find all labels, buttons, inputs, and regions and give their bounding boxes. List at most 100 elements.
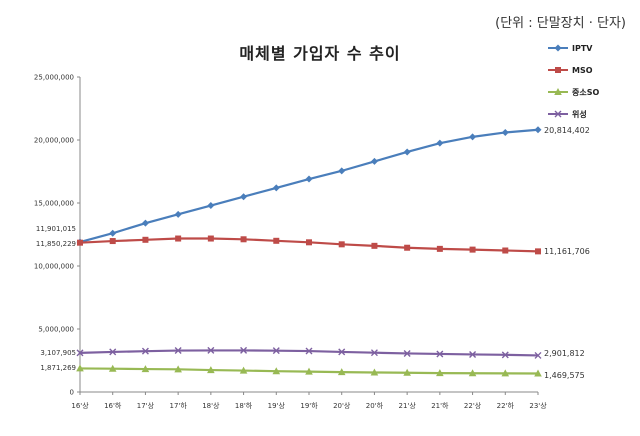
data-point bbox=[239, 366, 248, 374]
legend-marker bbox=[554, 44, 562, 52]
data-point bbox=[403, 349, 411, 357]
x-tick-label: 21'상 bbox=[399, 401, 417, 410]
legend-label: 중소SO bbox=[572, 88, 599, 97]
data-point bbox=[207, 202, 215, 210]
data-point bbox=[469, 350, 477, 358]
data-point bbox=[371, 242, 378, 249]
data-point bbox=[272, 347, 280, 355]
data-point bbox=[535, 248, 541, 255]
end-value-label: 2,901,812 bbox=[544, 349, 585, 358]
data-point bbox=[404, 244, 411, 251]
data-point bbox=[534, 369, 542, 377]
data-point bbox=[502, 247, 509, 254]
y-tick-label: 10,000,000 bbox=[34, 263, 74, 271]
data-point bbox=[338, 241, 345, 248]
data-point bbox=[174, 210, 182, 218]
x-tick-label: 18'하 bbox=[235, 401, 253, 410]
start-value-label: 3,107,905 bbox=[40, 349, 76, 357]
data-point bbox=[207, 346, 215, 354]
start-value-label: 11,850,229 bbox=[36, 240, 76, 248]
x-tick-label: 22'상 bbox=[464, 401, 482, 410]
data-point bbox=[240, 346, 248, 354]
data-point bbox=[240, 193, 248, 201]
data-point bbox=[370, 349, 378, 357]
x-tick-label: 17'상 bbox=[137, 401, 155, 410]
data-point bbox=[370, 157, 378, 165]
y-tick-label: 5,000,000 bbox=[38, 326, 74, 334]
data-point bbox=[403, 368, 411, 376]
data-point bbox=[76, 364, 84, 372]
data-point bbox=[207, 235, 214, 242]
data-point bbox=[273, 237, 280, 244]
x-tick-label: 22'하 bbox=[497, 401, 515, 410]
x-tick-label: 20'상 bbox=[333, 401, 351, 410]
data-point bbox=[534, 126, 542, 134]
data-point bbox=[469, 133, 477, 141]
y-tick-label: 0 bbox=[70, 389, 74, 397]
legend-label: IPTV bbox=[572, 44, 593, 53]
data-point bbox=[436, 139, 444, 147]
data-point bbox=[305, 367, 313, 375]
data-point bbox=[338, 167, 346, 175]
start-value-label: 11,901,015 bbox=[36, 225, 76, 233]
data-point bbox=[109, 229, 117, 237]
legend-marker bbox=[554, 110, 562, 118]
data-point bbox=[501, 128, 509, 136]
data-point bbox=[337, 368, 346, 376]
data-point bbox=[469, 246, 476, 253]
data-point bbox=[174, 365, 182, 373]
data-point bbox=[370, 368, 379, 376]
data-point bbox=[141, 347, 149, 355]
data-point bbox=[240, 236, 247, 243]
x-tick-label: 19'상 bbox=[268, 401, 286, 410]
y-tick-label: 20,000,000 bbox=[34, 137, 74, 145]
data-point bbox=[109, 348, 117, 356]
data-point bbox=[436, 369, 444, 377]
data-point bbox=[142, 236, 149, 243]
data-point bbox=[207, 366, 215, 374]
x-tick-label: 18'상 bbox=[202, 401, 220, 410]
data-point bbox=[76, 349, 84, 357]
data-point bbox=[175, 235, 182, 242]
data-point bbox=[306, 239, 312, 246]
data-point bbox=[272, 367, 281, 375]
end-value-label: 20,814,402 bbox=[544, 126, 590, 135]
data-point bbox=[272, 184, 280, 192]
data-point bbox=[109, 238, 116, 245]
series-line-0 bbox=[79, 128, 539, 244]
legend-label: 위성 bbox=[572, 109, 587, 119]
data-point bbox=[108, 364, 117, 372]
x-tick-label: 20'하 bbox=[366, 401, 384, 410]
end-value-label: 11,161,706 bbox=[544, 247, 590, 256]
data-point bbox=[174, 347, 182, 355]
data-point bbox=[403, 148, 411, 156]
data-point bbox=[338, 348, 346, 356]
data-point bbox=[501, 351, 509, 359]
end-value-label: 1,469,575 bbox=[544, 371, 585, 380]
legend-marker bbox=[555, 67, 561, 73]
x-tick-label: 23'상 bbox=[529, 401, 547, 410]
x-tick-label: 19'하 bbox=[300, 401, 318, 410]
y-tick-label: 25,000,000 bbox=[34, 74, 74, 82]
data-point bbox=[305, 347, 313, 355]
data-point bbox=[534, 351, 542, 359]
data-point bbox=[141, 365, 150, 373]
legend-marker bbox=[554, 88, 562, 95]
y-tick-label: 15,000,000 bbox=[34, 200, 74, 208]
data-point bbox=[501, 369, 510, 377]
data-point bbox=[468, 369, 477, 377]
x-tick-label: 17'하 bbox=[170, 401, 188, 410]
start-value-label: 1,871,269 bbox=[40, 364, 76, 372]
chart-title: 매체별 가입자 수 추이 bbox=[239, 44, 401, 63]
data-point bbox=[77, 239, 83, 246]
x-tick-label: 16'하 bbox=[104, 401, 122, 410]
data-point bbox=[305, 175, 313, 183]
data-point bbox=[436, 245, 443, 252]
x-tick-label: 16'상 bbox=[71, 401, 89, 410]
data-point bbox=[436, 350, 444, 358]
data-point bbox=[141, 219, 149, 227]
legend-label: MSO bbox=[572, 66, 593, 75]
x-tick-label: 21'하 bbox=[431, 401, 449, 410]
unit-label: (단위 : 단말장치 · 단자) bbox=[495, 16, 626, 31]
